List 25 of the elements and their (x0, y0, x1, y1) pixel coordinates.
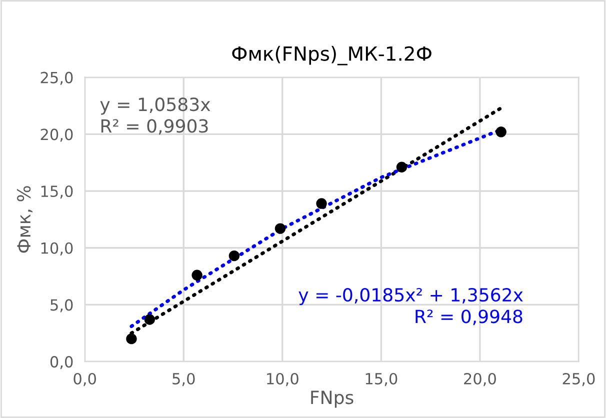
x-tick-label: 10,0 (267, 372, 298, 386)
x-tick-label: 15,0 (366, 372, 398, 386)
y-tick-label: 25,0 (40, 72, 73, 85)
point (144, 314, 155, 325)
y-tick-label: 0,0 (50, 356, 73, 370)
x-tick-label: 5,0 (172, 372, 195, 386)
y-tick-label: 20,0 (40, 128, 73, 142)
point (228, 250, 240, 262)
y-axis-title: Фмк, % (17, 186, 32, 253)
x-tick-label: 0,0 (74, 372, 96, 386)
point (192, 270, 202, 281)
point (274, 223, 286, 234)
point (496, 126, 506, 138)
annotation: y = 1,0583x R² = 0,9903 (100, 98, 210, 135)
y-tick-label: 5,0 (50, 299, 73, 312)
x-tick-label: 25,0 (562, 372, 595, 386)
y-tick-label: 15,0 (41, 185, 73, 199)
point (396, 162, 408, 173)
y-tick-label: 10,0 (41, 242, 73, 256)
annotation: y = -0,0185x² + 1,3562x R² = 0,9948 (298, 288, 523, 326)
point (316, 198, 327, 209)
x-axis-title: FNps (311, 390, 354, 408)
chart-title: Фмк(FNps)_МК-1.2Ф (232, 46, 432, 66)
point (126, 333, 137, 344)
x-tick-label: 20,0 (464, 372, 496, 386)
